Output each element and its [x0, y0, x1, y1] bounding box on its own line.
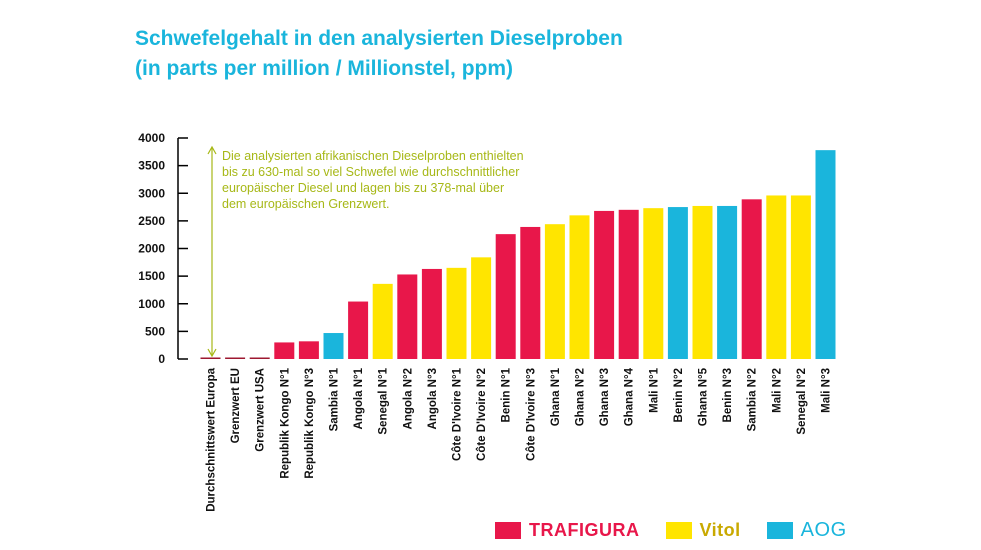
x-tick-label: Angola N°1	[353, 367, 365, 429]
bar-chart: 0 500 1000 1500 2000 2500 3000 3500 4000 Durchsch…	[138, 131, 836, 512]
x-tick-label: Grenzwert USA	[255, 368, 267, 452]
x-tick-label: Ghana N°5	[698, 367, 710, 426]
x-tick-label: Angola N°3	[427, 368, 439, 429]
y-tick-label: 2000	[138, 242, 165, 256]
y-tick-label: 500	[145, 324, 165, 338]
bar	[495, 234, 516, 359]
bar	[741, 199, 762, 359]
x-tick-label: Ghana N°2	[575, 368, 587, 426]
x-tick-label: Mali N°1	[648, 367, 660, 412]
trafigura-logo-label: TRAFIGURA	[529, 519, 640, 540]
chart-title-line-1: Schwefelgehalt in den analysierten Diese…	[135, 27, 623, 50]
annotation-text-line: europäischer Diesel und lagen bis zu 378…	[222, 181, 504, 195]
bar	[815, 150, 836, 359]
legend-swatch-trafigura	[495, 521, 521, 539]
bar	[766, 195, 787, 359]
bar	[692, 205, 713, 359]
x-tick-label: Republik Kongo N°1	[279, 367, 291, 478]
x-tick-label: Senegal N°1	[378, 367, 390, 434]
bar	[643, 208, 664, 359]
bar	[667, 207, 688, 359]
x-tick-label: Côte D'Ivoire N°1	[452, 367, 464, 461]
annotation-text-line: dem europäischen Grenzwert.	[222, 197, 389, 211]
x-tick-label: Sambia N°1	[329, 367, 341, 431]
x-tick-label: Mali N°3	[821, 368, 833, 413]
bar	[323, 333, 344, 359]
bar	[520, 226, 541, 359]
y-tick-label: 1000	[138, 297, 165, 311]
bar	[225, 357, 246, 359]
aog-logo-label: AOG	[800, 518, 847, 541]
bar	[618, 209, 639, 359]
bar	[348, 301, 369, 359]
x-tick-label: Côte D'Ivoire N°3	[525, 368, 537, 461]
legend-swatch-vitol	[665, 521, 692, 539]
bar	[421, 268, 442, 359]
bar	[372, 283, 393, 359]
bar	[200, 357, 221, 359]
bar	[569, 215, 590, 359]
annotation-arrowhead-bottom	[207, 348, 217, 358]
x-tick-label: Angola N°2	[402, 368, 414, 429]
chart-title-line-2: (in parts per million / Millionstel, ppm…	[135, 57, 514, 80]
y-tick-label: 3000	[138, 186, 165, 200]
x-tick-label: Durchschnittswert Europa	[206, 367, 218, 511]
annotation-arrowhead-top	[207, 145, 217, 155]
legend-item-vitol: Vitol	[665, 519, 741, 541]
x-tick-label: Benin N°3	[722, 368, 734, 422]
x-tick-label: Ghana N°4	[624, 367, 636, 426]
y-tick-label: 1500	[138, 269, 165, 283]
chart-title: Schwefelgehalt in den analysierten Diese…	[135, 24, 835, 84]
legend-item-trafigura: TRAFIGURA	[495, 520, 640, 541]
x-tick-label: Ghana N°1	[550, 367, 562, 426]
bar	[274, 342, 295, 359]
bar	[594, 210, 615, 359]
bar	[298, 341, 319, 359]
bar	[446, 267, 467, 359]
bar	[249, 357, 270, 359]
x-tick-label: Mali N°2	[771, 368, 783, 413]
bar	[544, 224, 565, 359]
x-tick-label: Republik Kongo N°3	[304, 368, 316, 479]
bar	[790, 195, 811, 359]
legend: TRAFIGURA Vitol AOG	[495, 518, 873, 542]
bar	[397, 274, 418, 359]
x-tick-label: Benin N°2	[673, 368, 685, 422]
legend-swatch-aog	[766, 521, 793, 539]
x-tick-label: Côte D'Ivoire N°2	[476, 368, 488, 461]
annotation-text-line: Die analysierten afrikanischen Dieselpro…	[222, 149, 524, 163]
legend-item-aog: AOG	[766, 518, 847, 542]
x-tick-label: Ghana N°3	[599, 368, 611, 426]
bar	[717, 205, 738, 359]
y-tick-label: 0	[158, 352, 165, 366]
x-tick-label: Grenzwert EU	[230, 368, 242, 443]
x-tick-label: Sambia N°2	[747, 368, 759, 431]
vitol-logo-label: Vitol	[699, 519, 741, 540]
annotation-text-line: bis zu 630-mal so viel Schwefel wie durc…	[222, 165, 519, 179]
x-tick-label: Benin N°1	[501, 367, 513, 422]
bar	[471, 257, 492, 359]
x-tick-label: Senegal N°2	[796, 368, 808, 435]
y-tick-label: 4000	[138, 131, 165, 145]
y-tick-label: 3500	[138, 159, 165, 173]
y-tick-label: 2500	[138, 214, 165, 228]
